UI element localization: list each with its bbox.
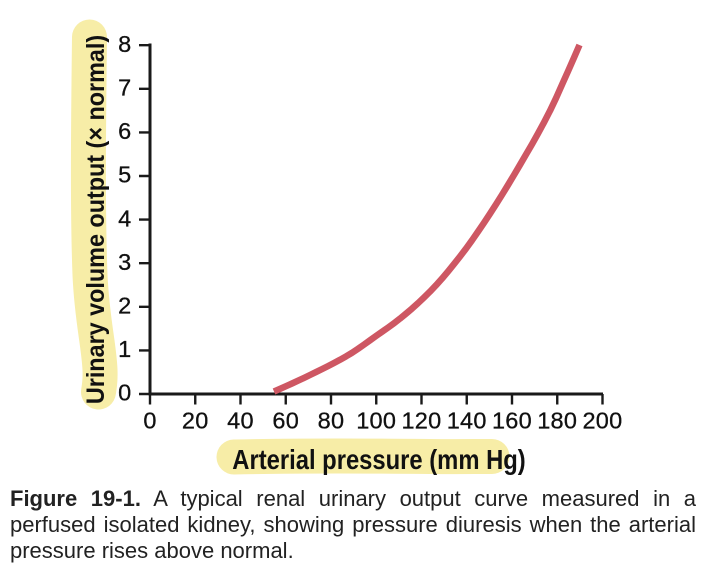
svg-text:120: 120 [401, 408, 441, 434]
svg-text:0: 0 [143, 408, 156, 434]
svg-text:4: 4 [118, 205, 131, 231]
svg-text:7: 7 [118, 75, 131, 101]
svg-text:1: 1 [118, 336, 131, 362]
svg-text:Arterial pressure (mm Hg): Arterial pressure (mm Hg) [232, 443, 525, 475]
svg-text:8: 8 [118, 31, 131, 57]
svg-text:5: 5 [118, 162, 131, 188]
svg-text:160: 160 [492, 408, 532, 434]
svg-text:200: 200 [582, 408, 622, 434]
svg-text:0: 0 [118, 380, 131, 406]
svg-text:60: 60 [272, 408, 299, 434]
svg-text:6: 6 [118, 118, 131, 144]
svg-text:100: 100 [356, 408, 396, 434]
svg-text:180: 180 [537, 408, 577, 434]
svg-text:140: 140 [447, 408, 487, 434]
svg-text:80: 80 [318, 408, 345, 434]
svg-text:2: 2 [118, 293, 131, 319]
svg-text:3: 3 [118, 249, 131, 275]
svg-text:20: 20 [182, 408, 209, 434]
svg-text:40: 40 [227, 408, 254, 434]
svg-text:Urinary volume output (× norma: Urinary volume output (× normal) [82, 35, 110, 404]
